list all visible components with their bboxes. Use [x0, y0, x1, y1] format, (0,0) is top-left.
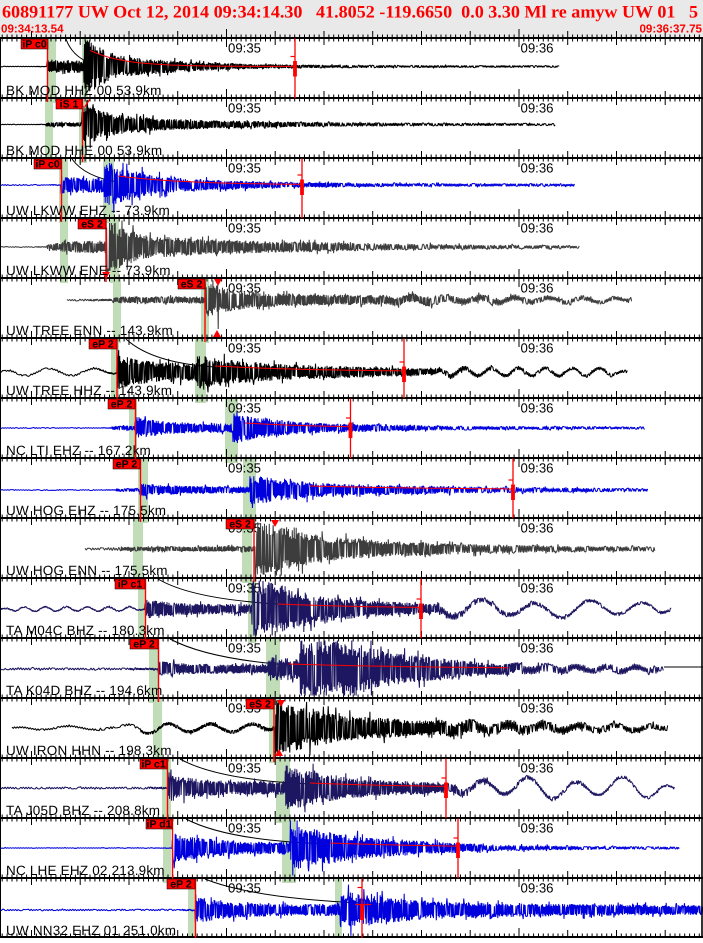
- svg-text:UW IRON HHN -- 198.3km: UW IRON HHN -- 198.3km: [6, 743, 172, 758]
- svg-text:UW LKWW EHZ -- 73.9km: UW LKWW EHZ -- 73.9km: [6, 203, 170, 218]
- svg-text:iP d1: iP d1: [147, 819, 172, 831]
- svg-text:eS 2: eS 2: [81, 219, 103, 231]
- svg-text:eP 2: eP 2: [133, 639, 155, 651]
- svg-text:UW HOG EHZ -- 175.5km: UW HOG EHZ -- 175.5km: [6, 503, 166, 518]
- svg-text:BK MOD HHE 00 53.9km: BK MOD HHE 00 53.9km: [6, 143, 162, 158]
- svg-text:eP 2: eP 2: [92, 339, 114, 351]
- svg-text:UW HOG ENN -- 175.5km: UW HOG ENN -- 175.5km: [6, 563, 168, 578]
- svg-text:iP c0: iP c0: [22, 39, 46, 51]
- svg-text:UW TREE ENN -- 143.9km: UW TREE ENN -- 143.9km: [6, 323, 173, 338]
- svg-text:NC LHE EHZ 02 213.9km: NC LHE EHZ 02 213.9km: [6, 863, 165, 878]
- svg-text:iP c0: iP c0: [35, 159, 59, 171]
- svg-text:60891177 UW Oct 12, 2014 09:34: 60891177 UW Oct 12, 2014 09:34:14.30 41.…: [2, 2, 698, 22]
- svg-text:eS 2: eS 2: [181, 279, 203, 291]
- svg-text:eP 2: eP 2: [170, 879, 192, 891]
- svg-text:UW TREE HHZ -- 143.9km: UW TREE HHZ -- 143.9km: [6, 383, 172, 398]
- svg-text:iP c1: iP c1: [118, 579, 142, 591]
- svg-text:TA J05D BHZ -- 208.8km: TA J05D BHZ -- 208.8km: [6, 803, 160, 818]
- svg-text:eS 2: eS 2: [249, 699, 271, 711]
- svg-text:eP 2: eP 2: [116, 459, 138, 471]
- svg-text:09:36:37.75: 09:36:37.75: [639, 23, 702, 36]
- svg-text:UW NN32 EHZ 01 251.0km: UW NN32 EHZ 01 251.0km: [6, 923, 176, 938]
- svg-text:eP 2: eP 2: [111, 399, 133, 411]
- svg-text:BK MOD HHZ 00 53.9km: BK MOD HHZ 00 53.9km: [6, 83, 162, 98]
- svg-text:UW LKWW ENE -- 73.9km: UW LKWW ENE -- 73.9km: [6, 263, 171, 278]
- svg-text:09:34:13.54: 09:34:13.54: [1, 23, 64, 36]
- svg-text:eS 2: eS 2: [229, 519, 251, 531]
- svg-text:NC LTI EHZ -- 167.2km: NC LTI EHZ -- 167.2km: [6, 443, 151, 458]
- svg-text:TA M04C BHZ -- 180.3km: TA M04C BHZ -- 180.3km: [6, 623, 165, 638]
- svg-text:iS 1: iS 1: [60, 99, 79, 111]
- svg-text:TA K04D BHZ -- 194.6km: TA K04D BHZ -- 194.6km: [6, 683, 162, 698]
- svg-text:iP c1: iP c1: [141, 759, 165, 771]
